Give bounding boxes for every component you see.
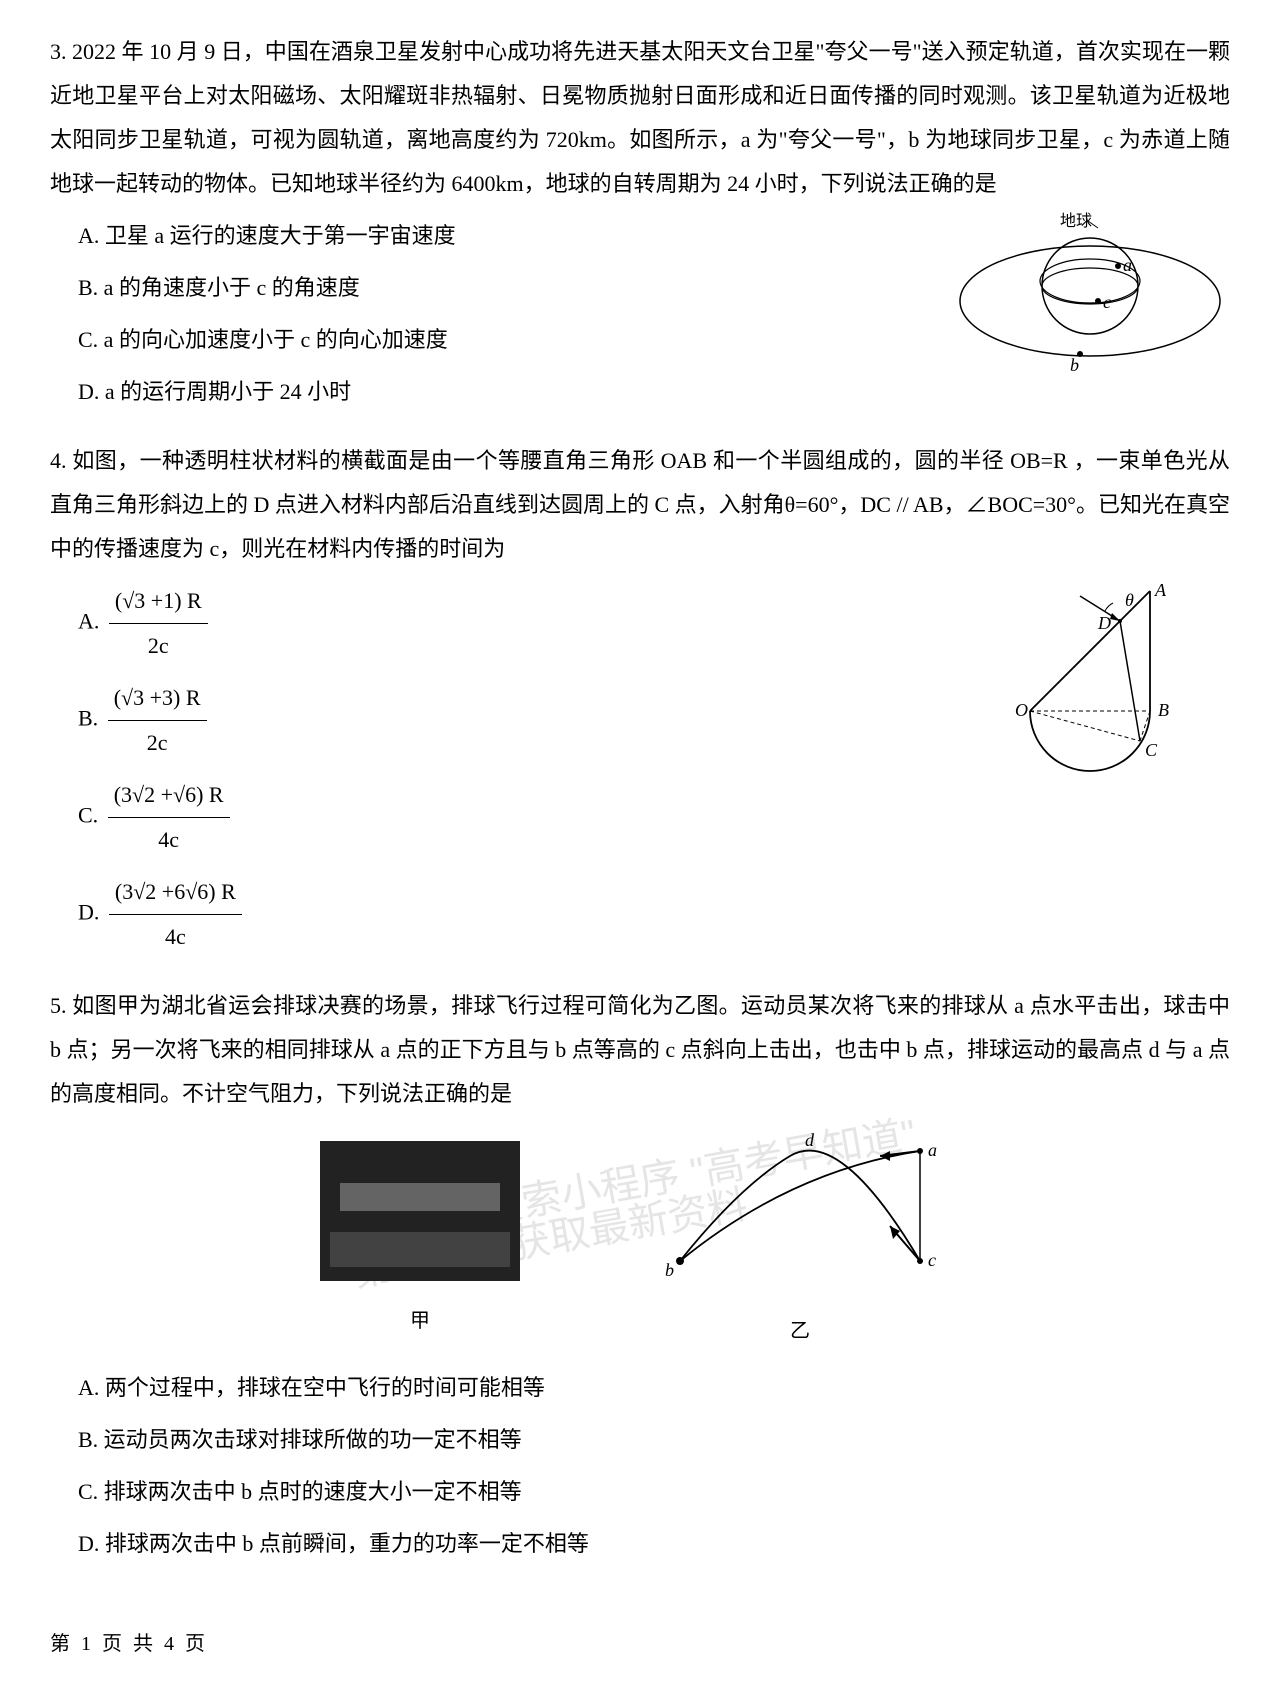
q5-fig-yi-label: 乙 [640, 1311, 960, 1351]
q3-label-a: a [1123, 255, 1132, 275]
q4-label-D: D [1097, 613, 1111, 633]
q3-figure: 地球 a c b [950, 206, 1230, 401]
q5-photo [320, 1141, 520, 1281]
question-5: 5. 如图甲为湖北省运会排球决赛的场景，排球飞行过程可简化为乙图。运动员某次将飞… [50, 984, 1230, 1566]
q4-label-A: A [1154, 581, 1167, 600]
q5-fig-jia: 甲 [320, 1141, 520, 1341]
q5-label-b: b [665, 1260, 674, 1280]
q5-option-c: C. 排球两次击中 b 点时的速度大小一定不相等 [78, 1470, 1230, 1514]
q5-label-c: c [928, 1250, 936, 1270]
q4-b-prefix: B. [78, 706, 104, 731]
q4-a-den: 2c [109, 624, 208, 668]
q4-c-den: 4c [108, 818, 230, 862]
q4-label-theta: θ [1125, 590, 1134, 610]
q5-option-a: A. 两个过程中，排球在空中飞行的时间可能相等 [78, 1366, 1230, 1410]
q3-text: 3. 2022 年 10 月 9 日，中国在酒泉卫星发射中心成功将先进天基太阳天… [50, 30, 1230, 206]
q5-number: 5. [50, 993, 67, 1018]
q4-b-den: 2c [108, 721, 207, 765]
q4-figure: A B C D O θ [930, 581, 1230, 856]
q4-body: 如图，一种透明柱状材料的横截面是由一个等腰直角三角形 OAB 和一个半圆组成的，… [50, 448, 1230, 561]
q5-option-b: B. 运动员两次击球对排球所做的功一定不相等 [78, 1418, 1230, 1462]
q5-fig-jia-label: 甲 [320, 1301, 520, 1341]
q4-d-den: 4c [109, 915, 242, 959]
q5-figures: 甲 a c b d [50, 1131, 1230, 1351]
q3-earth-label: 地球 [1060, 212, 1092, 230]
q5-fig-yi: a c b d 乙 [640, 1131, 960, 1351]
q4-label-B: B [1158, 700, 1169, 720]
q3-label-c: c [1103, 292, 1111, 312]
q4-label-C: C [1145, 740, 1158, 760]
q4-d-num: (3√2 +6√6) R [109, 870, 242, 915]
page-footer: 第 1 页 共 4 页 [50, 1624, 208, 1664]
q4-b-num: (√3 +3) R [108, 676, 207, 721]
q4-c-prefix: C. [78, 803, 104, 828]
q4-number: 4. [50, 448, 67, 473]
q5-label-a: a [928, 1140, 937, 1160]
q3-label-b: b [1070, 355, 1079, 375]
q3-body: 2022 年 10 月 9 日，中国在酒泉卫星发射中心成功将先进天基太阳天文台卫… [50, 39, 1230, 196]
q5-body: 如图甲为湖北省运会排球决赛的场景，排球飞行过程可简化为乙图。运动员某次将飞来的排… [50, 993, 1230, 1106]
q4-d-prefix: D. [78, 900, 105, 925]
question-3: 3. 2022 年 10 月 9 日，中国在酒泉卫星发射中心成功将先进天基太阳天… [50, 30, 1230, 414]
q4-c-num: (3√2 +√6) R [108, 773, 230, 818]
q4-option-d: D. (3√2 +6√6) R4c [78, 870, 1230, 959]
q4-text: 4. 如图，一种透明柱状材料的横截面是由一个等腰直角三角形 OAB 和一个半圆组… [50, 439, 1230, 571]
q3-number: 3. [50, 39, 67, 64]
q5-label-d: d [805, 1131, 815, 1150]
q5-text: 5. 如图甲为湖北省运会排球决赛的场景，排球飞行过程可简化为乙图。运动员某次将飞… [50, 984, 1230, 1116]
q4-a-prefix: A. [78, 609, 105, 634]
q4-a-num: (√3 +1) R [109, 579, 208, 624]
q4-label-O: O [1015, 700, 1028, 720]
q5-option-d: D. 排球两次击中 b 点前瞬间，重力的功率一定不相等 [78, 1522, 1230, 1566]
question-4: 4. 如图，一种透明柱状材料的横截面是由一个等腰直角三角形 OAB 和一个半圆组… [50, 439, 1230, 959]
